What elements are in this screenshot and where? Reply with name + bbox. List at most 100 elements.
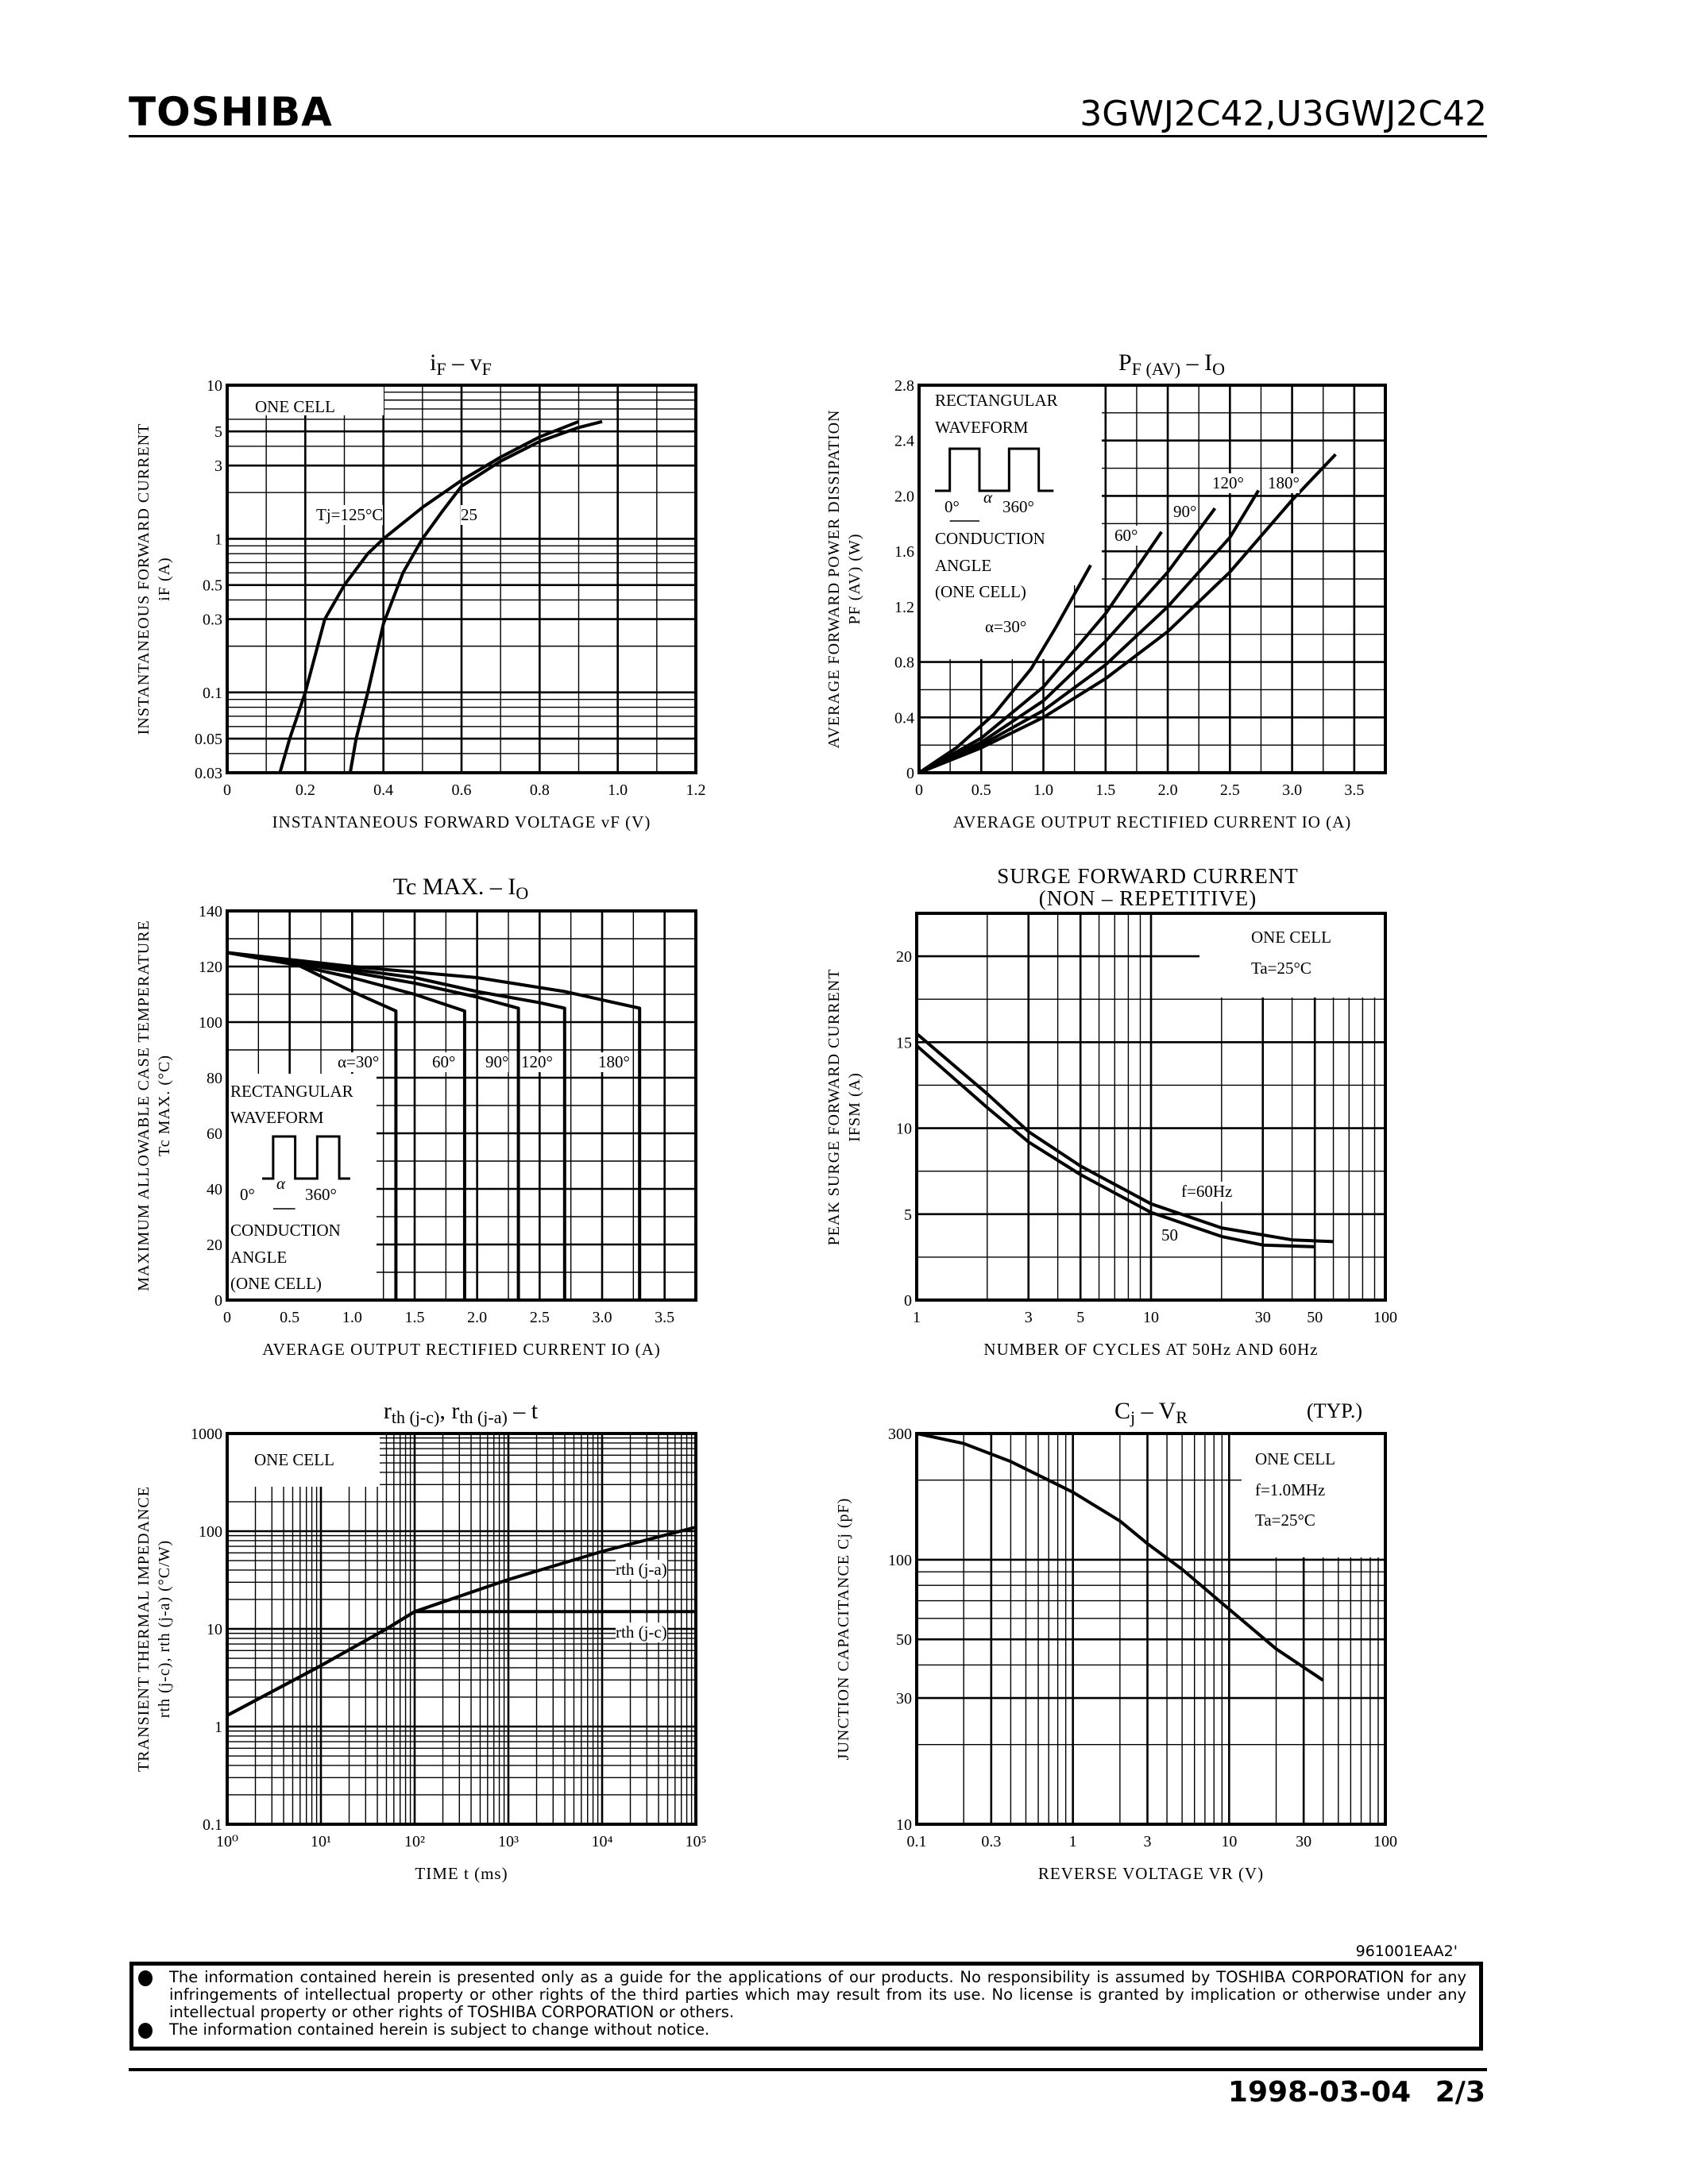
- y-tick-label: 120: [199, 959, 222, 976]
- series-label: 60°: [1114, 526, 1138, 546]
- y-axis-label: INSTANTANEOUS FORWARD CURRENT: [135, 423, 153, 735]
- y-tick-label: 80: [207, 1070, 222, 1087]
- bullet-icon: [138, 2023, 153, 2039]
- x-tick-label: 2.0: [1158, 781, 1178, 799]
- y-tick-label: 100: [199, 1014, 222, 1032]
- disclaimer-item: The information contained herein is pres…: [133, 1969, 1479, 2021]
- y-tick-label: 0.8: [894, 654, 914, 672]
- x-tick-label: 1.2: [686, 781, 706, 799]
- annotation: α: [276, 1174, 286, 1193]
- annotation: 360°: [1002, 497, 1034, 516]
- x-tick-label: 5: [1076, 1309, 1084, 1326]
- x-tick-label: 2.5: [1220, 781, 1240, 799]
- x-tick-label: 0.1: [907, 1833, 927, 1850]
- y-axis-label: iF (A): [156, 557, 173, 601]
- x-tick-label: 2.0: [467, 1309, 487, 1326]
- y-tick-label: 100: [888, 1552, 912, 1569]
- series-line: [226, 1525, 697, 1717]
- annotation: ANGLE: [230, 1248, 288, 1267]
- chart-title: Cj – VR: [1114, 1398, 1188, 1428]
- chart-2: 0 0.5 1.0 1.5 2.0 2.5 3.0 3.5 0 0.4 0.8 1.2 1.6 2.0 2.…: [894, 377, 1387, 799]
- series-label: 25: [461, 505, 477, 525]
- y-tick-label: 0.1: [203, 685, 222, 702]
- chart-3: 0 0.5 1.0 1.5 2.0 2.5 3.0 3.5 0 20 40 60 80 100 120 140: [199, 903, 697, 1326]
- plot-frame: [226, 909, 697, 1302]
- x-tick-label: 30: [1296, 1833, 1311, 1850]
- legend-box: [227, 385, 384, 415]
- legend-box: [1199, 913, 1385, 997]
- title-part: i: [430, 349, 437, 376]
- y-tick-label: 10: [207, 1621, 222, 1638]
- x-tick-label: 10⁵: [686, 1833, 707, 1850]
- annotation: ONE CELL: [255, 397, 335, 416]
- x-axis-label: AVERAGE OUTPUT RECTIFIED CURRENT IO (A): [952, 812, 1352, 832]
- annotation: CONDUCTION: [935, 529, 1045, 548]
- series-line: [918, 531, 1163, 774]
- footer-date-page: 1998-03-04 2/3: [1228, 2076, 1485, 2109]
- chart-title: Tc MAX. – IO: [393, 874, 528, 904]
- annotation: Ta=25°C: [1251, 959, 1311, 978]
- title-subscript: F: [436, 359, 446, 379]
- x-tick-label: 100: [1373, 1309, 1397, 1326]
- y-tick-label: 0.3: [203, 612, 222, 629]
- y-tick-label: 0.1: [203, 1816, 222, 1834]
- y-tick-label: 3: [214, 457, 222, 475]
- title-part: P: [1118, 349, 1132, 376]
- y-tick-label: 20: [896, 948, 912, 966]
- annotation: (ONE CELL): [230, 1274, 322, 1293]
- x-tick-label: 50: [1307, 1309, 1323, 1326]
- chart-title: SURGE FORWARD CURRENT: [997, 864, 1299, 888]
- y-tick-label: 60: [207, 1125, 222, 1143]
- x-tick-label: 10⁴: [592, 1833, 613, 1850]
- series-label: 90°: [1173, 502, 1197, 522]
- y-tick-label: 5: [904, 1206, 912, 1224]
- annotation: (ONE CELL): [935, 582, 1026, 601]
- disclaimer-text: The information contained herein is subj…: [169, 2020, 710, 2039]
- disclaimer-text: The information contained herein is pres…: [169, 1968, 1466, 2021]
- x-tick-label: 1.0: [608, 781, 628, 799]
- series-line: [226, 951, 642, 1300]
- legend-box: [227, 1433, 380, 1487]
- title-subscript: F: [481, 359, 492, 379]
- title-subscript: O: [516, 883, 529, 903]
- x-tick-label: 30: [1255, 1309, 1271, 1326]
- plot-frame: [915, 912, 1387, 1302]
- series-line: [918, 489, 1261, 774]
- x-tick-label: 2.5: [530, 1309, 550, 1326]
- y-tick-label: 2.0: [894, 488, 914, 505]
- series-line: [916, 1432, 1324, 1682]
- plot-frame: [226, 1432, 697, 1826]
- y-tick-label: 0.05: [195, 731, 222, 748]
- title-part: – I: [1180, 349, 1213, 376]
- y-tick-label: 0: [214, 1292, 222, 1310]
- annotation: ANGLE: [935, 556, 992, 575]
- y-tick-label: 2.4: [894, 433, 914, 450]
- x-tick-label: 3.5: [1344, 781, 1364, 799]
- y-axis-label: MAXIMUM ALLOWABLE CASE TEMPERATURE: [135, 920, 153, 1291]
- x-tick-label: 1.5: [1095, 781, 1115, 799]
- series-label: 180°: [598, 1052, 630, 1072]
- x-tick-label: 10: [1143, 1309, 1159, 1326]
- chart-title: iF – vF: [430, 349, 492, 380]
- annotation: WAVEFORM: [935, 418, 1029, 437]
- x-axis-label: TIME t (ms): [415, 1864, 508, 1883]
- x-tick-label: 10³: [498, 1833, 519, 1850]
- annotation: CONDUCTION: [230, 1221, 341, 1240]
- annotation: Ta=25°C: [1255, 1511, 1315, 1530]
- document-code: 961001EAA2': [1355, 1943, 1458, 1960]
- x-tick-label: 0.8: [530, 781, 550, 799]
- y-tick-label: 0.4: [894, 709, 914, 727]
- date: 1998-03-04: [1227, 2076, 1412, 2109]
- series-line: [348, 419, 603, 774]
- y-axis-label: AVERAGE FORWARD POWER DISSIPATION: [825, 409, 843, 749]
- y-axis-label: TRANSIENT THERMAL IMPEDANCE: [135, 1486, 153, 1772]
- y-tick-label: 30: [896, 1690, 912, 1707]
- x-tick-label: 1.0: [1033, 781, 1053, 799]
- y-tick-label: 10: [896, 1121, 912, 1138]
- toshiba-logo: TOSHIBA: [129, 89, 333, 135]
- legend-box: [1242, 1433, 1385, 1557]
- disclaimer-box: The information contained herein is pres…: [129, 1962, 1483, 2051]
- annotation: ONE CELL: [1251, 928, 1331, 947]
- y-tick-label: 50: [896, 1631, 912, 1649]
- x-tick-label: 0.3: [981, 1833, 1001, 1850]
